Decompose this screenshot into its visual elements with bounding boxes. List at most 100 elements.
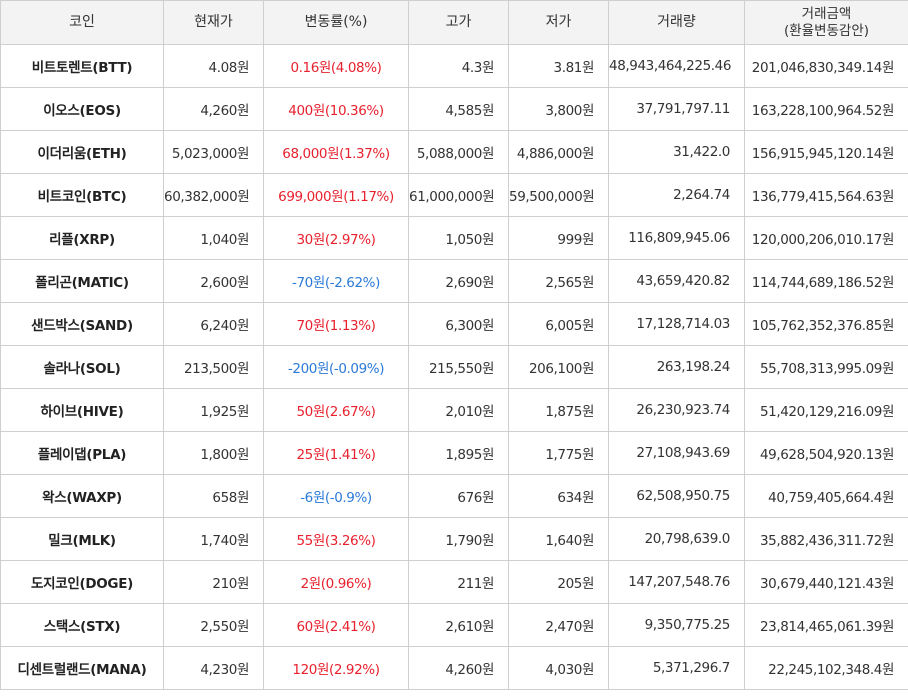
amount-cell: 156,915,945,120.14원	[744, 130, 908, 174]
coin-name-cell: 비트토렌트(BTT)	[0, 44, 164, 88]
change-cell: -200원(-0.09%)	[263, 345, 409, 389]
amount-cell: 51,420,129,216.09원	[744, 388, 908, 432]
amount-cell: 23,814,465,061.39원	[744, 603, 908, 647]
amount-cell: 105,762,352,376.85원	[744, 302, 908, 346]
amount-cell: 55,708,313,995.09원	[744, 345, 908, 389]
table-row: 디센트럴랜드(MANA) 4,230원 120원(2.92%) 4,260원 4,030…	[0, 646, 908, 690]
price-cell: 1,740원	[163, 517, 264, 561]
table-row: 밀크(MLK) 1,740원 55원(3.26%) 1,790원 1,640원 20,79…	[0, 517, 908, 561]
change-cell: -6원(-0.9%)	[263, 474, 409, 518]
header-volume: 거래량	[608, 0, 745, 45]
change-cell: 68,000원(1.37%)	[263, 130, 409, 174]
coin-name-cell: 이오스(EOS)	[0, 87, 164, 131]
low-cell: 3.81원	[508, 44, 609, 88]
low-cell: 205원	[508, 560, 609, 604]
low-cell: 4,886,000원	[508, 130, 609, 174]
low-cell: 2,565원	[508, 259, 609, 303]
high-cell: 4,260원	[408, 646, 509, 690]
change-cell: -70원(-2.62%)	[263, 259, 409, 303]
change-cell: 0.16원(4.08%)	[263, 44, 409, 88]
low-cell: 1,875원	[508, 388, 609, 432]
price-cell: 1,925원	[163, 388, 264, 432]
volume-cell: 62,508,950.75	[608, 474, 745, 518]
coin-name-cell: 이더리움(ETH)	[0, 130, 164, 174]
table-row: 하이브(HIVE) 1,925원 50원(2.67%) 2,010원 1,875원 26,…	[0, 388, 908, 432]
high-cell: 4,585원	[408, 87, 509, 131]
volume-cell: 116,809,945.06	[608, 216, 745, 260]
coin-name-cell: 플레이댑(PLA)	[0, 431, 164, 475]
header-price: 현재가	[163, 0, 264, 45]
change-cell: 25원(1.41%)	[263, 431, 409, 475]
high-cell: 1,050원	[408, 216, 509, 260]
high-cell: 215,550원	[408, 345, 509, 389]
table-row: 스택스(STX) 2,550원 60원(2.41%) 2,610원 2,470원 9,35…	[0, 603, 908, 647]
high-cell: 1,895원	[408, 431, 509, 475]
volume-cell: 27,108,943.69	[608, 431, 745, 475]
price-cell: 1,040원	[163, 216, 264, 260]
price-cell: 658원	[163, 474, 264, 518]
volume-cell: 37,791,797.11	[608, 87, 745, 131]
high-cell: 4.3원	[408, 44, 509, 88]
volume-cell: 20,798,639.0	[608, 517, 745, 561]
low-cell: 206,100원	[508, 345, 609, 389]
high-cell: 61,000,000원	[408, 173, 509, 217]
header-low: 저가	[508, 0, 609, 45]
amount-cell: 136,779,415,564.63원	[744, 173, 908, 217]
amount-cell: 22,245,102,348.4원	[744, 646, 908, 690]
low-cell: 1,775원	[508, 431, 609, 475]
change-cell: 120원(2.92%)	[263, 646, 409, 690]
table-row: 리플(XRP) 1,040원 30원(2.97%) 1,050원 999원 116,809…	[0, 216, 908, 260]
coin-name-cell: 비트코인(BTC)	[0, 173, 164, 217]
high-cell: 676원	[408, 474, 509, 518]
amount-cell: 163,228,100,964.52원	[744, 87, 908, 131]
price-cell: 213,500원	[163, 345, 264, 389]
table-row: 샌드박스(SAND) 6,240원 70원(1.13%) 6,300원 6,005원 17…	[0, 302, 908, 346]
change-cell: 70원(1.13%)	[263, 302, 409, 346]
low-cell: 1,640원	[508, 517, 609, 561]
price-cell: 5,023,000원	[163, 130, 264, 174]
high-cell: 1,790원	[408, 517, 509, 561]
coin-name-cell: 샌드박스(SAND)	[0, 302, 164, 346]
high-cell: 211원	[408, 560, 509, 604]
volume-cell: 26,230,923.74	[608, 388, 745, 432]
header-coin: 코인	[0, 0, 164, 45]
table-header: 코인 현재가 변동률(%) 고가 저가 거래량 거래금액 (환율변동감안)	[0, 0, 908, 45]
price-cell: 4,260원	[163, 87, 264, 131]
low-cell: 999원	[508, 216, 609, 260]
amount-cell: 49,628,504,920.13원	[744, 431, 908, 475]
price-cell: 2,600원	[163, 259, 264, 303]
volume-cell: 9,350,775.25	[608, 603, 745, 647]
low-cell: 3,800원	[508, 87, 609, 131]
table-row: 이오스(EOS) 4,260원 400원(10.36%) 4,585원 3,800원 37…	[0, 87, 908, 131]
price-cell: 6,240원	[163, 302, 264, 346]
amount-cell: 40,759,405,664.4원	[744, 474, 908, 518]
high-cell: 2,690원	[408, 259, 509, 303]
change-cell: 30원(2.97%)	[263, 216, 409, 260]
volume-cell: 263,198.24	[608, 345, 745, 389]
low-cell: 634원	[508, 474, 609, 518]
change-cell: 55원(3.26%)	[263, 517, 409, 561]
header-amount: 거래금액 (환율변동감안)	[744, 0, 908, 45]
price-cell: 1,800원	[163, 431, 264, 475]
change-cell: 400원(10.36%)	[263, 87, 409, 131]
amount-cell: 114,744,689,186.52원	[744, 259, 908, 303]
price-cell: 210원	[163, 560, 264, 604]
coin-name-cell: 밀크(MLK)	[0, 517, 164, 561]
low-cell: 59,500,000원	[508, 173, 609, 217]
coin-name-cell: 왁스(WAXP)	[0, 474, 164, 518]
table-body: 비트토렌트(BTT) 4.08원 0.16원(4.08%) 4.3원 3.81원 48,9…	[0, 44, 908, 690]
volume-cell: 5,371,296.7	[608, 646, 745, 690]
change-cell: 2원(0.96%)	[263, 560, 409, 604]
table-row: 비트토렌트(BTT) 4.08원 0.16원(4.08%) 4.3원 3.81원 48,9…	[0, 44, 908, 88]
price-cell: 4,230원	[163, 646, 264, 690]
low-cell: 2,470원	[508, 603, 609, 647]
volume-cell: 48,943,464,225.46	[608, 44, 745, 88]
low-cell: 4,030원	[508, 646, 609, 690]
table-row: 도지코인(DOGE) 210원 2원(0.96%) 211원 205원 147,207,5…	[0, 560, 908, 604]
coin-name-cell: 디센트럴랜드(MANA)	[0, 646, 164, 690]
change-cell: 699,000원(1.17%)	[263, 173, 409, 217]
header-high: 고가	[408, 0, 509, 45]
coin-name-cell: 솔라나(SOL)	[0, 345, 164, 389]
coin-name-cell: 스택스(STX)	[0, 603, 164, 647]
